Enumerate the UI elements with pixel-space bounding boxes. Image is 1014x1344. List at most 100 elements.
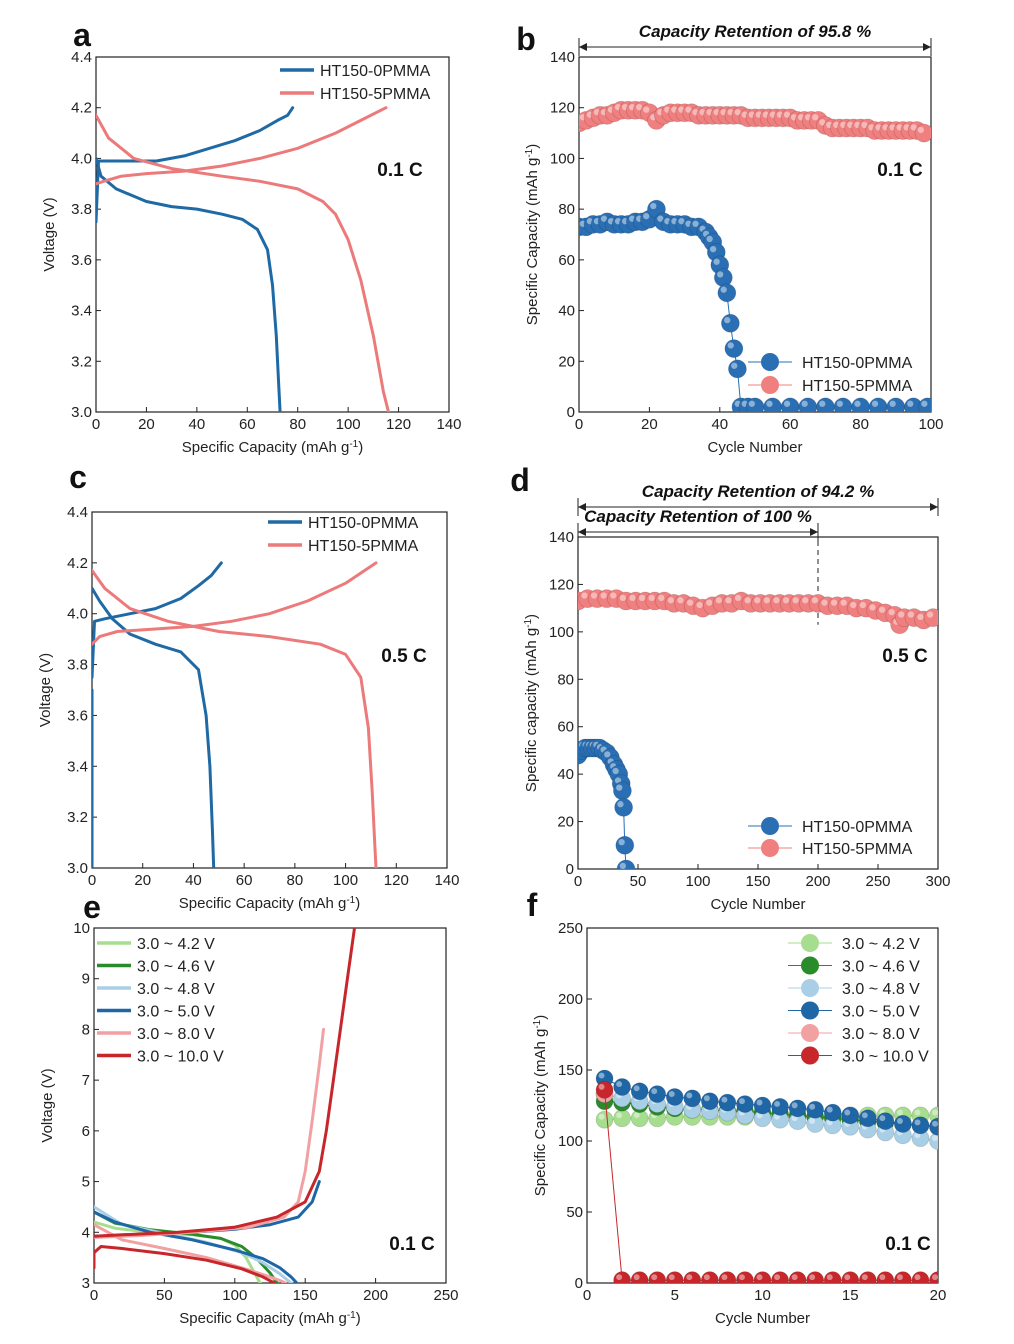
y-tick-label: 3.0 <box>67 860 88 877</box>
data-point-highlight <box>727 342 734 349</box>
data-point-highlight <box>739 1274 745 1281</box>
data-point-highlight <box>616 1112 623 1119</box>
x-tick-label: 60 <box>782 416 799 433</box>
y-tick-label: 140 <box>549 529 574 546</box>
data-point <box>718 1271 737 1283</box>
legend-entry: HT150-0PMMA <box>802 819 913 836</box>
data-point-highlight <box>618 838 625 846</box>
y-tick-label: 0 <box>567 404 575 421</box>
x-tick-label: 120 <box>386 416 411 433</box>
data-point-highlight <box>914 1274 921 1281</box>
x-tick-label: 80 <box>289 416 306 433</box>
series-line-discharge <box>94 1210 299 1283</box>
data-point <box>806 1100 825 1119</box>
data-point-highlight <box>773 597 780 604</box>
x-tick-label: 140 <box>436 416 461 433</box>
data-point-highlight <box>600 215 608 222</box>
data-point-highlight <box>715 597 722 604</box>
x-tick-label: 200 <box>805 873 830 890</box>
data-point-highlight <box>739 1098 745 1105</box>
data-point-highlight <box>629 594 636 602</box>
data-point-highlight <box>685 106 692 113</box>
data-point-highlight <box>668 1274 675 1281</box>
data-point-highlight <box>658 594 665 602</box>
data-point-highlight <box>724 316 731 324</box>
legend-entry: HT150-5PMMA <box>320 86 431 103</box>
data-point-highlight <box>617 801 624 808</box>
retention-label: Capacity Retention of 95.8 % <box>639 22 871 41</box>
data-point-highlight <box>932 1274 938 1281</box>
series-line-discharge <box>94 1205 293 1283</box>
legend-entry: 3.0 ~ 10.0 V <box>137 1049 224 1066</box>
x-tick-label: 20 <box>138 416 155 433</box>
series-line-charge <box>94 928 356 1238</box>
data-point-highlight <box>668 1091 675 1097</box>
y-tick-label: 4.0 <box>71 150 92 167</box>
data-point <box>720 313 740 333</box>
data-point-highlight <box>686 599 694 606</box>
y-tick-label: 10 <box>73 920 90 937</box>
data-point-highlight <box>748 400 755 407</box>
data-point-highlight <box>677 597 684 604</box>
x-axis-label: Cycle Number <box>710 896 805 913</box>
legend-swatch-marker <box>801 1046 819 1065</box>
y-tick-label: 50 <box>566 1204 583 1221</box>
series-line-charge <box>94 1180 321 1238</box>
data-point-highlight <box>914 1109 921 1116</box>
data-point <box>851 397 870 412</box>
y-tick-label: 120 <box>550 100 575 117</box>
legend-entry: 3.0 ~ 4.2 V <box>842 936 920 953</box>
y-tick-label: 7 <box>82 1072 90 1089</box>
data-point <box>876 1271 895 1283</box>
data-point-highlight <box>844 1109 851 1116</box>
x-tick-label: 5 <box>671 1287 679 1304</box>
data-point-highlight <box>692 220 699 227</box>
data-point-highlight <box>706 599 713 606</box>
data-point-highlight <box>754 597 761 604</box>
data-point <box>780 397 800 412</box>
x-tick-label: 20 <box>641 416 658 433</box>
data-point <box>788 1271 807 1283</box>
data-point <box>918 397 931 412</box>
series-line-charge <box>96 106 388 186</box>
data-point-highlight <box>914 1119 921 1126</box>
data-point <box>911 1116 930 1135</box>
data-point-highlight <box>896 1118 903 1124</box>
x-axis-label: Cycle Number <box>707 439 802 456</box>
data-point-highlight <box>809 1274 816 1281</box>
y-tick-label: 150 <box>558 1062 583 1079</box>
x-tick-label: 0 <box>90 1287 98 1304</box>
data-point-highlight <box>756 1099 763 1106</box>
data-point-highlight <box>667 597 674 604</box>
legend-entry: 3.0 ~ 10.0 V <box>842 1049 929 1066</box>
data-point-highlight <box>756 1274 763 1281</box>
data-point <box>630 1082 649 1101</box>
panel-label: e <box>83 889 101 925</box>
x-tick-label: 40 <box>711 416 728 433</box>
data-point <box>728 359 747 379</box>
data-point <box>683 1089 702 1108</box>
y-tick-label: 250 <box>558 920 583 937</box>
data-point <box>841 1106 860 1125</box>
series-line-discharge <box>92 569 378 868</box>
legend-swatch-marker <box>761 376 779 394</box>
data-point-highlight <box>616 784 623 791</box>
data-point-highlight <box>643 212 650 220</box>
data-point-highlight <box>889 400 896 407</box>
data-point-highlight <box>604 751 611 758</box>
data-point <box>886 397 906 412</box>
data-point-highlight <box>616 1274 623 1281</box>
data-point <box>613 1271 631 1283</box>
retention-arrow-head-right <box>923 43 931 51</box>
x-tick-label: 100 <box>918 416 943 433</box>
legend-entry: HT150-0PMMA <box>308 515 419 532</box>
panel-label: d <box>510 462 530 498</box>
y-tick-label: 4.4 <box>71 49 92 66</box>
plot-area <box>578 589 938 869</box>
x-tick-label: 60 <box>236 872 253 889</box>
rate-label: 0.1 C <box>877 160 923 181</box>
y-tick-label: 3.8 <box>71 201 92 218</box>
y-tick-label: 0 <box>566 861 574 878</box>
data-point-highlight <box>783 400 791 407</box>
legend-entry: 3.0 ~ 8.0 V <box>842 1026 920 1043</box>
